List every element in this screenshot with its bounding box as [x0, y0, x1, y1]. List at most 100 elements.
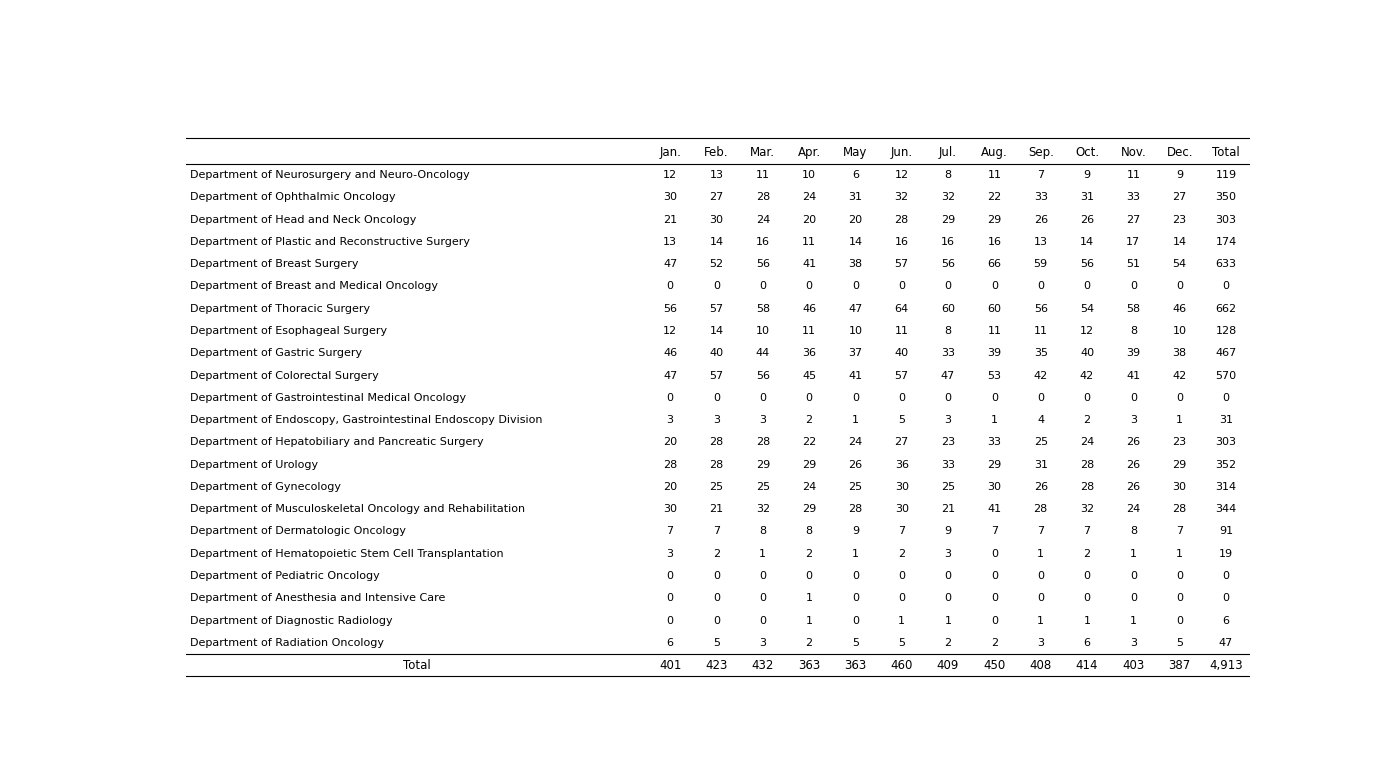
Text: 0: 0	[1176, 594, 1183, 603]
Text: 27: 27	[1173, 193, 1187, 202]
Text: 3: 3	[666, 415, 673, 425]
Text: 414: 414	[1075, 658, 1098, 672]
Text: 3: 3	[945, 548, 952, 558]
Text: 32: 32	[895, 193, 909, 202]
Text: 1: 1	[805, 615, 812, 626]
Text: 60: 60	[987, 303, 1001, 314]
Text: 27: 27	[1126, 215, 1141, 225]
Text: 1: 1	[1037, 548, 1044, 558]
Text: 24: 24	[1126, 504, 1141, 514]
Text: 0: 0	[1176, 571, 1183, 581]
Text: 42: 42	[1033, 370, 1047, 381]
Text: 27: 27	[710, 193, 724, 202]
Text: 58: 58	[1126, 303, 1141, 314]
Text: 46: 46	[802, 303, 816, 314]
Text: 28: 28	[1079, 482, 1095, 492]
Text: 1: 1	[853, 548, 860, 558]
Text: 8: 8	[805, 526, 812, 537]
Text: 403: 403	[1123, 658, 1144, 672]
Text: 1: 1	[1084, 615, 1091, 626]
Text: 16: 16	[895, 237, 909, 247]
Text: 0: 0	[713, 615, 720, 626]
Text: 1: 1	[899, 615, 906, 626]
Text: 6: 6	[666, 638, 673, 647]
Text: 8: 8	[1130, 526, 1137, 537]
Text: 40: 40	[710, 348, 724, 358]
Text: 40: 40	[895, 348, 909, 358]
Text: 20: 20	[664, 482, 678, 492]
Text: 9: 9	[1084, 170, 1091, 180]
Text: 47: 47	[664, 259, 678, 269]
Text: Department of Radiation Oncology: Department of Radiation Oncology	[190, 638, 384, 647]
Text: 28: 28	[1173, 504, 1187, 514]
Text: 0: 0	[945, 282, 952, 292]
Text: 1: 1	[1037, 615, 1044, 626]
Text: Jun.: Jun.	[890, 147, 913, 159]
Text: Department of Plastic and Reconstructive Surgery: Department of Plastic and Reconstructive…	[190, 237, 470, 247]
Text: 29: 29	[987, 459, 1001, 470]
Text: 11: 11	[802, 326, 816, 336]
Text: 303: 303	[1215, 215, 1236, 225]
Text: 7: 7	[1084, 526, 1091, 537]
Text: 0: 0	[853, 594, 860, 603]
Text: 26: 26	[1126, 482, 1141, 492]
Text: 28: 28	[1079, 459, 1095, 470]
Text: 13: 13	[664, 237, 678, 247]
Text: 51: 51	[1127, 259, 1141, 269]
Text: 0: 0	[1176, 393, 1183, 402]
Text: 56: 56	[1033, 303, 1047, 314]
Text: 0: 0	[1037, 393, 1044, 402]
Text: 29: 29	[941, 215, 955, 225]
Text: 23: 23	[941, 438, 955, 447]
Text: Apr.: Apr.	[798, 147, 820, 159]
Text: 14: 14	[1173, 237, 1187, 247]
Text: 0: 0	[759, 393, 766, 402]
Text: 6: 6	[1222, 615, 1229, 626]
Text: 47: 47	[664, 370, 678, 381]
Text: 0: 0	[991, 548, 998, 558]
Text: 60: 60	[941, 303, 955, 314]
Text: 25: 25	[848, 482, 862, 492]
Text: 119: 119	[1215, 170, 1236, 180]
Text: Department of Neurosurgery and Neuro-Oncology: Department of Neurosurgery and Neuro-Onc…	[190, 170, 470, 180]
Text: 450: 450	[983, 658, 1005, 672]
Text: 13: 13	[710, 170, 724, 180]
Text: 3: 3	[759, 415, 766, 425]
Text: 16: 16	[987, 237, 1001, 247]
Text: 5: 5	[853, 638, 860, 647]
Text: 0: 0	[945, 393, 952, 402]
Text: 5: 5	[899, 415, 906, 425]
Text: 12: 12	[664, 170, 678, 180]
Text: 0: 0	[759, 282, 766, 292]
Text: 633: 633	[1215, 259, 1236, 269]
Text: 2: 2	[1084, 415, 1091, 425]
Text: 0: 0	[1037, 594, 1044, 603]
Text: 41: 41	[987, 504, 1001, 514]
Text: 54: 54	[1173, 259, 1187, 269]
Text: 47: 47	[1219, 638, 1233, 647]
Text: 0: 0	[1222, 282, 1229, 292]
Text: 352: 352	[1215, 459, 1236, 470]
Text: 22: 22	[987, 193, 1001, 202]
Text: 7: 7	[991, 526, 998, 537]
Text: Jan.: Jan.	[659, 147, 680, 159]
Text: 0: 0	[1176, 282, 1183, 292]
Text: 1: 1	[945, 615, 952, 626]
Text: 2: 2	[1084, 548, 1091, 558]
Text: 91: 91	[1219, 526, 1233, 537]
Text: Department of Hematopoietic Stem Cell Transplantation: Department of Hematopoietic Stem Cell Tr…	[190, 548, 504, 558]
Text: 57: 57	[710, 370, 724, 381]
Text: 1: 1	[1130, 615, 1137, 626]
Text: 7: 7	[1037, 170, 1044, 180]
Text: Department of Colorectal Surgery: Department of Colorectal Surgery	[190, 370, 379, 381]
Text: 41: 41	[848, 370, 862, 381]
Text: 174: 174	[1215, 237, 1236, 247]
Text: 21: 21	[941, 504, 955, 514]
Text: 30: 30	[1173, 482, 1187, 492]
Text: 28: 28	[710, 459, 724, 470]
Text: 42: 42	[1173, 370, 1187, 381]
Text: 12: 12	[1079, 326, 1093, 336]
Text: 128: 128	[1215, 326, 1236, 336]
Text: 30: 30	[895, 482, 909, 492]
Text: 29: 29	[802, 504, 816, 514]
